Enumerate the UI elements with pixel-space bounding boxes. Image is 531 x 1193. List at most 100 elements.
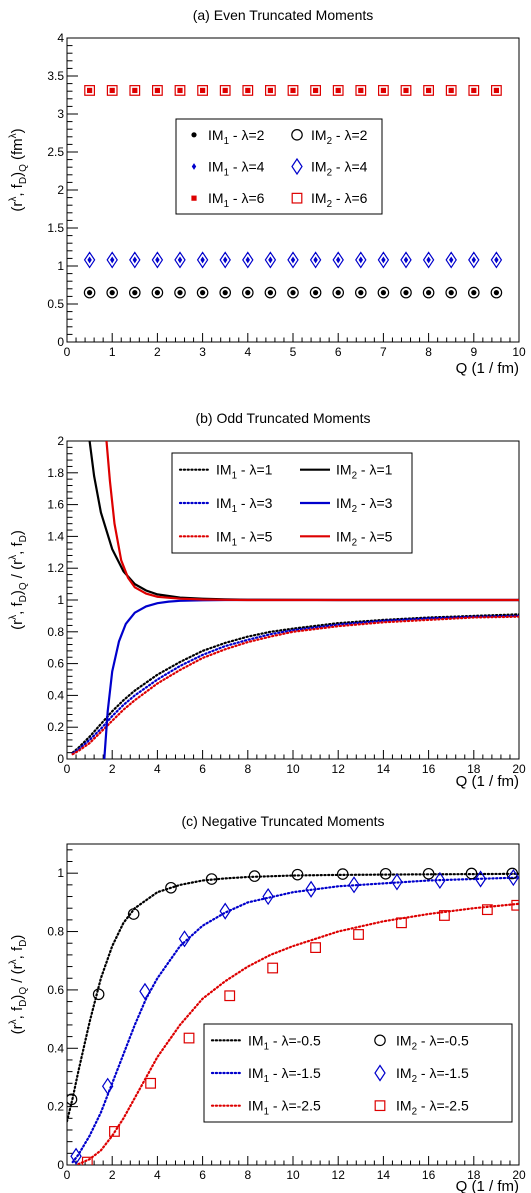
y-tick-label: 0.8	[47, 925, 64, 939]
data-point	[205, 873, 218, 885]
legend-entry: IM1 - λ=4	[191, 159, 265, 179]
data-point	[336, 256, 341, 264]
data-point	[87, 256, 92, 264]
data-point	[267, 87, 273, 94]
data-point	[287, 286, 299, 299]
legend-box	[175, 118, 383, 215]
x-tick-label: 6	[199, 1168, 206, 1182]
data-point	[378, 85, 389, 96]
data-point	[400, 286, 412, 299]
legend-label: IM1 - λ=-1.5	[248, 1065, 321, 1085]
data-point	[493, 87, 499, 94]
x-tick-label: 1	[109, 345, 116, 359]
x-tick-label: 4	[154, 762, 161, 776]
series-line	[103, 598, 519, 759]
data-point	[507, 868, 519, 887]
legend-entry: IM2 - λ=-1.5	[374, 1064, 469, 1085]
data-point	[381, 256, 386, 264]
legend-entry: IM2 - λ=5	[300, 528, 393, 548]
data-point	[506, 867, 519, 880]
legend-key	[291, 192, 303, 204]
data-point	[439, 910, 450, 921]
y-tick-label: 1.4	[47, 529, 64, 543]
legend-label: IM1 - λ=5	[216, 528, 273, 548]
y-tick-label: 0	[57, 752, 64, 766]
data-point	[396, 917, 407, 929]
legend-entry: IM1 - λ=2	[191, 127, 265, 147]
legend-key	[191, 163, 197, 170]
data-point	[267, 962, 279, 974]
data-point	[511, 899, 519, 911]
y-tick-label: 3	[57, 107, 64, 121]
y-tick-label: 2	[57, 434, 64, 448]
y-tick-label: 0.6	[47, 657, 64, 671]
y-tick-label: 1.8	[47, 466, 64, 480]
data-point	[106, 85, 118, 96]
data-point	[336, 868, 349, 880]
legend-entry: IM2 - λ=-2.5	[374, 1098, 469, 1118]
series-1	[71, 614, 519, 755]
data-point	[132, 290, 138, 296]
data-point	[81, 1156, 93, 1165]
series-4	[70, 868, 519, 1165]
x-tick-label: 20	[512, 762, 526, 776]
legend-label: IM1 - λ=2	[208, 127, 265, 147]
data-point	[83, 251, 96, 269]
data-point	[468, 85, 480, 96]
data-point	[83, 286, 96, 299]
legend-label: IM1 - λ=-2.5	[248, 1098, 321, 1118]
series-2	[71, 615, 519, 756]
data-point	[445, 286, 457, 299]
legend-entry: IM2 - λ=-0.5	[374, 1032, 469, 1052]
legend-label: IM1 - λ=6	[208, 190, 265, 210]
x-tick-label: 2	[109, 1168, 116, 1182]
data-point	[358, 290, 364, 296]
x-tick-label: 16	[422, 762, 436, 776]
series-5	[105, 441, 519, 602]
x-axis: 0 1 2 3 4 5 6 7 8 9 10	[64, 333, 526, 359]
x-tick-label: 3	[199, 345, 206, 359]
legend-entry: IM2 - λ=6	[291, 190, 368, 210]
x-axis-label: Q (1 / fm)	[456, 773, 519, 790]
data-point	[291, 868, 304, 881]
y-axis-label: (rλ, fD)Q (fmλ)	[8, 128, 29, 211]
data-point	[219, 85, 231, 96]
data-point	[313, 290, 319, 296]
series-4	[87, 87, 499, 94]
legend-entry: IM2 - λ=3	[300, 495, 393, 515]
y-tick-label: 2	[57, 183, 64, 197]
data-point	[335, 290, 341, 296]
legend-label: IM2 - λ=-1.5	[396, 1065, 469, 1085]
data-point	[242, 251, 254, 269]
x-tick-label: 9	[470, 345, 477, 359]
data-point	[448, 87, 454, 94]
data-point	[110, 256, 115, 264]
data-point	[154, 290, 160, 296]
y-axis-label: (rλ, fD)Q / (rλ, fD)	[8, 935, 29, 1035]
data-point	[445, 251, 457, 269]
data-point	[287, 251, 299, 269]
series-5	[81, 899, 519, 1165]
y-tick-label: 0.6	[47, 983, 64, 997]
data-point	[290, 87, 296, 94]
data-point	[403, 256, 409, 264]
legend-entry: IM1 - λ=6	[191, 190, 265, 210]
data-point	[183, 1032, 195, 1044]
x-axis-label: Q (1 / fm)	[456, 1178, 519, 1193]
data-point	[177, 256, 183, 264]
data-point	[474, 870, 487, 888]
legend-entry: IM1 - λ=-2.5	[210, 1098, 321, 1118]
x-tick-label: 14	[377, 1168, 391, 1182]
data-point	[106, 251, 118, 269]
data-point	[109, 1126, 120, 1137]
legend: IM1 - λ=-0.5 IM1 - λ=-1.5 IM1 - λ=-2.5 IM2 …	[203, 1023, 513, 1123]
data-point	[262, 887, 274, 906]
data-point	[403, 290, 409, 296]
y-tick-label: 2.5	[47, 145, 64, 159]
x-tick-label: 2	[109, 762, 116, 776]
legend-key	[374, 1100, 386, 1112]
data-point	[332, 85, 344, 96]
